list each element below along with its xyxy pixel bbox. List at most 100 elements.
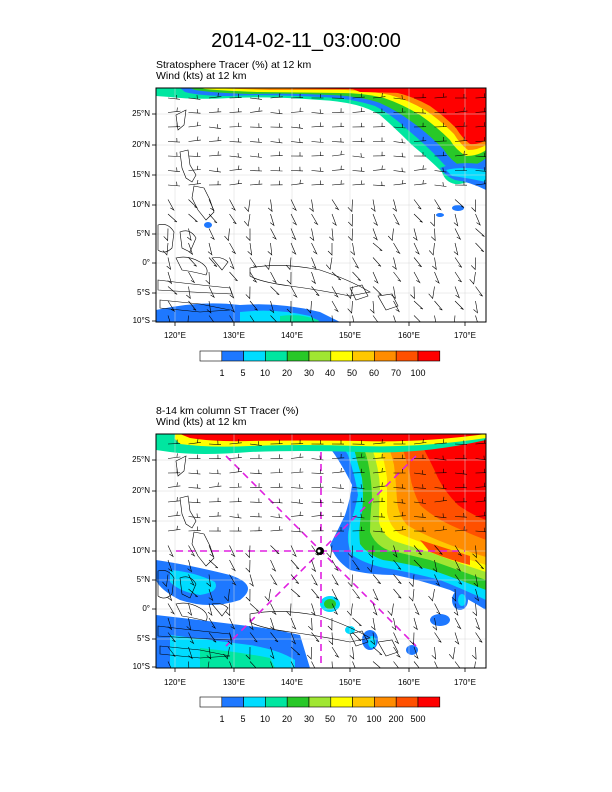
- wind-barb: [286, 301, 292, 314]
- wind-barb: [167, 315, 171, 322]
- colorbar-swatch: [330, 696, 353, 708]
- panel1-lat-label: 10°N: [132, 200, 150, 209]
- colorbar1-label: 70: [390, 368, 401, 378]
- wind-barb: [331, 108, 345, 113]
- wind-barb: [208, 167, 221, 173]
- wind-barb: [244, 199, 251, 213]
- wind-barb: [331, 271, 342, 281]
- wind-barb: [311, 167, 324, 172]
- wind-barb: [290, 138, 303, 144]
- colorbar-swatch: [417, 696, 441, 708]
- wind-barb: [434, 167, 447, 173]
- wind-barb: [372, 315, 379, 322]
- wind-barb: [475, 179, 486, 186]
- wind-barb: [331, 300, 339, 313]
- wind-barb: [473, 300, 478, 314]
- wind-barb: [472, 603, 477, 617]
- wind-barb: [372, 165, 386, 171]
- wind-barb: [306, 300, 312, 314]
- wind-barb: [331, 453, 345, 459]
- wind-barb: [187, 603, 193, 616]
- wind-barb: [229, 300, 235, 313]
- panel2-lon-label: 150°E: [339, 678, 361, 687]
- colorbar2-label: 100: [366, 714, 382, 724]
- wind-barb: [413, 213, 423, 223]
- wind-barb: [229, 271, 238, 282]
- wind-barb: [372, 439, 386, 445]
- wind-barb: [393, 123, 406, 129]
- panel1-lat-label: 5°N: [136, 229, 150, 238]
- wind-barb: [475, 213, 481, 226]
- colorbar2-label: 1: [219, 714, 225, 724]
- wind-barb: [229, 179, 242, 186]
- wind-barb: [290, 242, 297, 255]
- wind-barb: [372, 108, 386, 113]
- wind-barb: [372, 213, 379, 226]
- wind-barb: [290, 213, 298, 226]
- wind-barb: [270, 661, 274, 668]
- wind-barb: [290, 152, 304, 157]
- wind-barb: [347, 199, 353, 213]
- panel1-lon-label: 130°E: [223, 331, 245, 340]
- wind-barb: [290, 646, 301, 656]
- wind-barb: [471, 199, 476, 213]
- wind-barb: [393, 454, 406, 459]
- wind-barb: [413, 179, 427, 186]
- wind-barb: [327, 617, 333, 631]
- wind-barb: [188, 438, 201, 445]
- wind-barb: [393, 179, 406, 186]
- wind-barb: [208, 497, 222, 503]
- wind-barb: [331, 286, 339, 298]
- panel1-lon-label: 160°E: [398, 331, 420, 340]
- colorbar-swatch: [374, 696, 397, 708]
- wind-barb: [475, 107, 486, 113]
- wind-barb: [413, 257, 422, 268]
- panel1-wind-barbs: [162, 92, 486, 322]
- wind-barb: [454, 497, 468, 503]
- wind-barb: [249, 94, 262, 100]
- wind-barb: [393, 469, 406, 474]
- wind-barb: [331, 122, 345, 128]
- panel1-lat-label: 25°N: [132, 109, 150, 118]
- wind-barb: [372, 151, 386, 157]
- wind-barb: [311, 440, 324, 445]
- wind-barb: [454, 469, 467, 475]
- colorbar-swatch: [352, 350, 375, 362]
- wind-barb: [372, 242, 383, 251]
- wind-barb: [393, 511, 406, 517]
- wind-barb: [166, 257, 172, 270]
- wind-barb: [475, 93, 486, 99]
- wind-barb: [167, 588, 173, 602]
- wind-barb: [413, 136, 427, 142]
- panel2-lat-label: 0°: [142, 604, 150, 613]
- wind-barb: [229, 545, 236, 558]
- wind-barb: [454, 181, 468, 186]
- wind-barb: [454, 315, 456, 322]
- wind-barb: [434, 496, 447, 503]
- colorbar1-label: 100: [410, 368, 426, 378]
- wind-barb: [249, 153, 262, 158]
- wind-barb: [208, 136, 222, 142]
- panel1-lon-label: 140°E: [281, 331, 303, 340]
- colorbar1-label: 5: [240, 368, 246, 378]
- panel2-lat-label: 5°S: [137, 634, 150, 643]
- wind-barb: [391, 617, 397, 631]
- wind-barb: [270, 513, 283, 519]
- colorbar1-label: 40: [324, 368, 335, 378]
- colorbar-swatch: [308, 696, 332, 708]
- wind-barb: [206, 300, 212, 314]
- wind-barb: [249, 661, 257, 668]
- wind-barb: [347, 213, 353, 227]
- wind-barb: [229, 315, 234, 322]
- wind-barb: [391, 286, 396, 300]
- wind-barb: [249, 441, 262, 446]
- wind-barb: [331, 315, 333, 322]
- wind-barb: [229, 286, 235, 299]
- wind-barb: [186, 286, 191, 300]
- wind-barb: [270, 138, 283, 144]
- wind-barb: [311, 271, 316, 285]
- wind-barb: [413, 646, 419, 660]
- wind-barb: [451, 588, 457, 602]
- wind-barb: [475, 617, 481, 631]
- wind-barb: [331, 94, 345, 99]
